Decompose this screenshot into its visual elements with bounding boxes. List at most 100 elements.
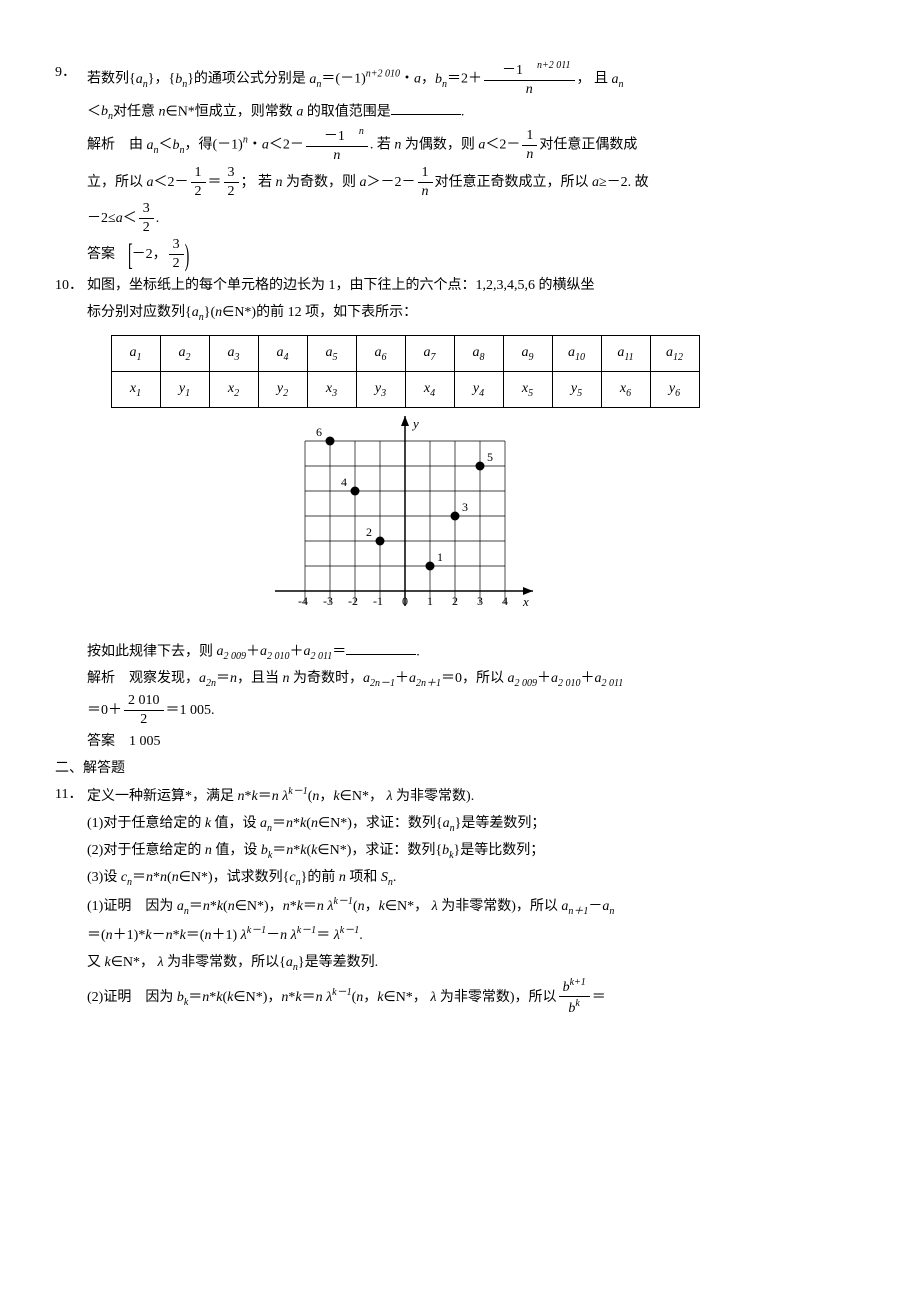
text: 值，设	[211, 816, 260, 831]
problem-number: 10．	[55, 273, 87, 300]
text: 为非零常数).	[393, 789, 475, 804]
var: an	[260, 816, 272, 831]
text: }是等比数列；	[454, 843, 545, 858]
text: 对任意	[113, 104, 159, 119]
var: an	[177, 899, 189, 914]
var: n	[358, 899, 365, 914]
var: a2 009	[508, 671, 538, 686]
text: ＝	[302, 990, 316, 1005]
text: *	[210, 899, 217, 914]
text: ＝(	[87, 928, 106, 943]
bracket-left: [	[128, 230, 133, 289]
text: ＝(－1)	[321, 72, 365, 87]
text: *	[245, 789, 252, 804]
problem-11-part3: (3)设 cn＝n*n(n∈N*)，试求数列{cn}的前 n 项和 Sn.	[55, 865, 755, 892]
text: －	[152, 928, 166, 943]
var: n	[238, 789, 245, 804]
text: ∈N*)，	[233, 990, 281, 1005]
problem-10: 10． 如图，坐标纸上的每个单元格的边长为 1，由下往上的六个点：1,2,3,4…	[55, 273, 755, 300]
text: ＋	[395, 671, 409, 686]
text: ＜2－	[269, 138, 304, 153]
svg-text:y: y	[411, 416, 419, 431]
exponent: k－1	[340, 925, 359, 936]
text: ＜2－	[154, 176, 189, 191]
blank	[391, 99, 461, 115]
answer-label: 答案	[87, 248, 129, 263]
var: n	[166, 928, 173, 943]
text: ＞－2－	[367, 176, 416, 191]
text: ＝0，所以	[441, 671, 508, 686]
text: ＝(	[186, 928, 205, 943]
proof-1-line2: ＝(n＋1)*k－n*k＝(n＋1) λk－1－n λk－1＝ λk－1.	[55, 921, 755, 950]
var-n: n	[159, 104, 166, 119]
svg-text:2: 2	[366, 525, 372, 539]
text: －	[588, 899, 602, 914]
fraction: 32	[169, 237, 184, 273]
var-b: bn	[435, 72, 447, 87]
text: ＝	[316, 928, 334, 943]
fraction: 1n	[418, 165, 433, 201]
text: *	[173, 928, 180, 943]
text: }(	[204, 305, 215, 320]
text: ，	[421, 72, 435, 87]
var: n	[317, 899, 324, 914]
text: ＝2＋	[447, 72, 482, 87]
text: ，且当	[237, 671, 283, 686]
var: n	[230, 671, 237, 686]
text: ∈N*)的前 12 项，如下表所示：	[222, 305, 417, 320]
var: bk	[442, 843, 453, 858]
text: 为非零常数，所以{	[164, 955, 286, 970]
text: ＝0＋	[87, 704, 122, 719]
text: ≥－2. 故	[599, 176, 649, 191]
var: bk	[177, 990, 188, 1005]
text: }的通项公式分别是	[187, 72, 309, 87]
problem-9-solution: 解析 由 an＜bn，得(－1)n・a＜2－ －1 nn. 若 n 为偶数，则 …	[55, 126, 755, 165]
text: . 若	[370, 138, 395, 153]
text: 项和	[346, 870, 381, 885]
fraction: 32	[224, 165, 239, 201]
text: ＝	[208, 176, 222, 191]
var: an＋1	[561, 899, 588, 914]
problem-10-solution: 解析 观察发现，a2n＝n，且当 n 为奇数时，a2n－1＋a2n＋1＝0，所以…	[55, 666, 755, 693]
svg-text:1: 1	[437, 550, 443, 564]
text: ＝1 005.	[166, 704, 215, 719]
grid-diagram: y x 123456 -4-3-2-101234	[275, 416, 535, 631]
var-b: bn	[175, 72, 187, 87]
var-b: bn	[101, 104, 113, 119]
var: cn	[289, 870, 300, 885]
var-a: an	[309, 72, 321, 87]
svg-text:-2: -2	[348, 594, 358, 608]
exponent: k－1	[288, 786, 307, 797]
problem-9-solution-3: －2≤a＜32.	[55, 201, 755, 237]
text: －2≤	[87, 212, 116, 227]
text: ＝	[188, 990, 202, 1005]
text: ＝	[272, 816, 286, 831]
var-a: a	[414, 72, 421, 87]
text: ∈N*)，	[235, 899, 283, 914]
problem-9-solution-2: 立，所以 a＜2－12＝32； 若 n 为奇数，则 a＞－2－1n对任意正奇数成…	[55, 165, 755, 201]
var: n	[283, 899, 290, 914]
var: cn	[121, 870, 132, 885]
problem-9-line2: ＜bn对任意 n∈N*恒成立，则常数 a 的取值范围是.	[55, 99, 755, 126]
section-2-heading: 二、解答题	[55, 756, 755, 783]
exponent: k－1	[247, 925, 266, 936]
text: 为非零常数)，所以	[436, 990, 556, 1005]
var-a: an	[136, 72, 148, 87]
var: a2n	[199, 671, 216, 686]
text: ＝	[272, 843, 286, 858]
text: (3)设	[87, 870, 121, 885]
var: bk	[261, 843, 272, 858]
exponent: k－1	[333, 896, 352, 907]
var: n	[228, 899, 235, 914]
table-row: x1y1x2y2x3y3x4y4x5y5x6y6	[111, 371, 699, 407]
exponent: k－1	[297, 925, 316, 936]
text: }是等差数列；	[455, 816, 546, 831]
var: n	[339, 870, 346, 885]
text: 为偶数，则	[401, 138, 478, 153]
text: 为非零常数)，所以	[438, 899, 562, 914]
svg-text:4: 4	[502, 594, 508, 608]
text: ＝	[332, 644, 346, 659]
var: n	[172, 870, 179, 885]
svg-text:3: 3	[477, 594, 483, 608]
var: a2 009	[217, 644, 247, 659]
